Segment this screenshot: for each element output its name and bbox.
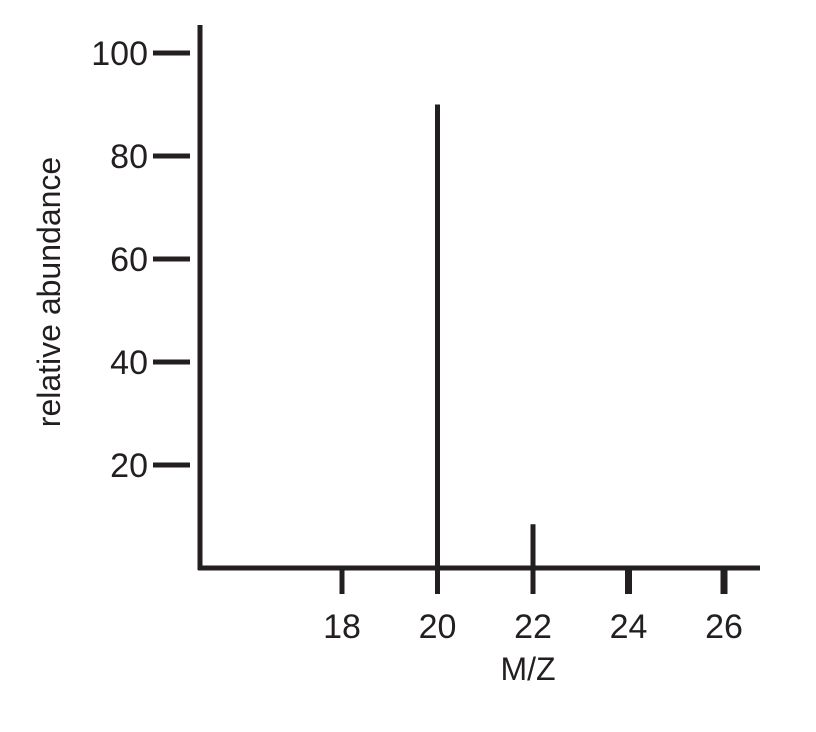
y-ticks	[153, 50, 190, 468]
y-tick-label: 100	[91, 35, 148, 73]
x-tick-labels: 18 20 22 24 26	[323, 608, 743, 646]
x-ticks	[339, 568, 728, 594]
peaks	[435, 104, 536, 568]
y-tick-label: 20	[110, 447, 148, 485]
y-tick-labels: 20 40 60 80 100	[91, 35, 148, 485]
x-axis-title: M/Z	[500, 651, 555, 687]
y-tick-label: 80	[110, 138, 148, 176]
y-tick-label: 40	[110, 344, 148, 382]
x-tick-label: 22	[514, 608, 552, 646]
x-tick-label: 24	[610, 608, 648, 646]
y-tick-label: 60	[110, 241, 148, 279]
x-tick-label: 18	[323, 608, 361, 646]
x-tick-label: 20	[419, 608, 457, 646]
y-axis-title: relative abundance	[31, 157, 67, 427]
x-tick-label: 26	[705, 608, 743, 646]
